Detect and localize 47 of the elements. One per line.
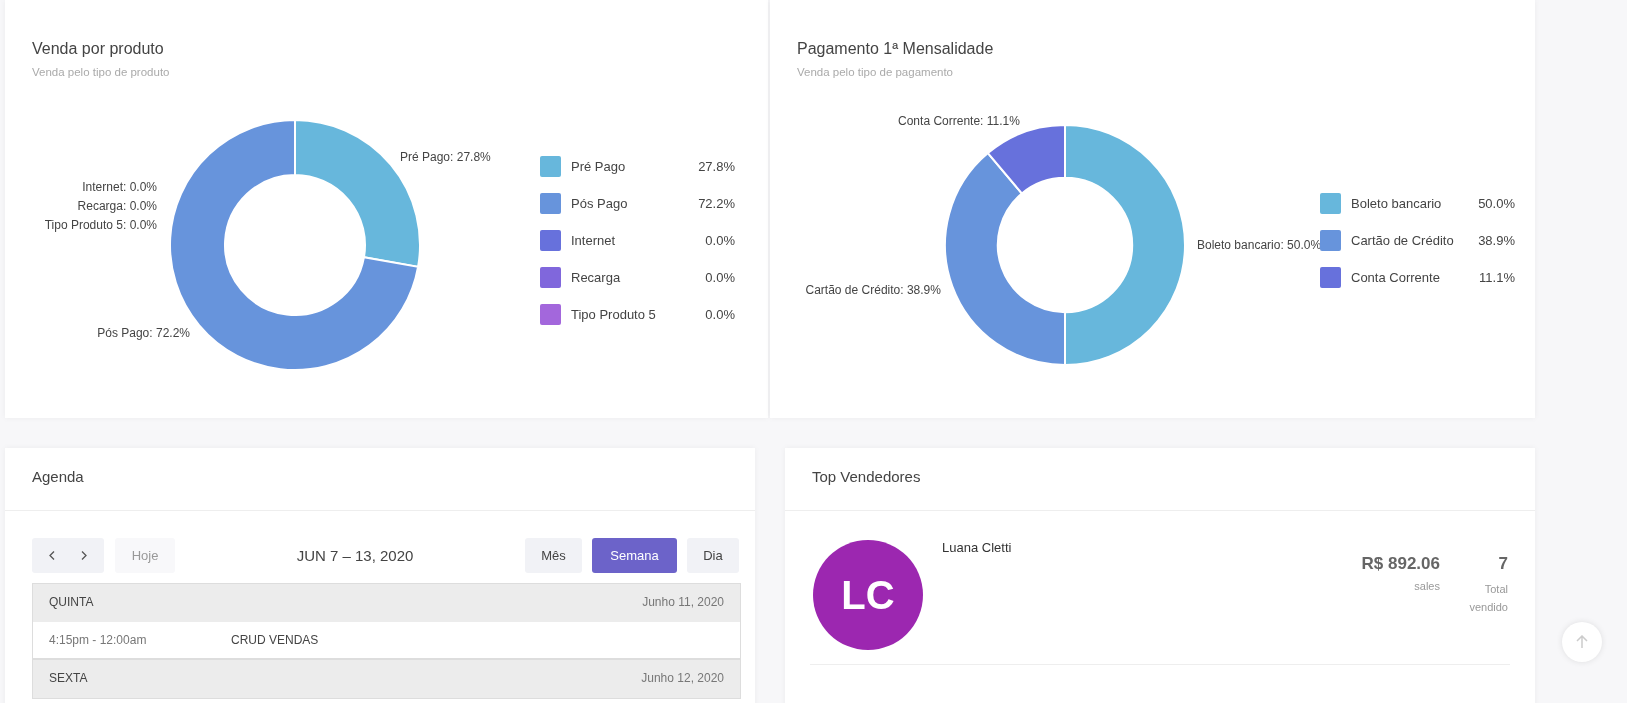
legend-label: Pré Pago xyxy=(571,158,627,174)
text: LC xyxy=(813,540,923,650)
chart-title: Venda por produto xyxy=(32,40,164,58)
data-label: 72.2% xyxy=(697,195,735,211)
legend-label: Boleto bancario xyxy=(1351,195,1443,211)
legend-label: Tipo Produto 5 xyxy=(571,306,657,322)
data-label: 11.1% xyxy=(1478,269,1515,285)
legend-label: Cartão de Crédito xyxy=(1351,232,1455,248)
text: Agenda xyxy=(32,468,84,485)
legend-label: Conta Corrente xyxy=(1351,269,1441,285)
text: 0.0% xyxy=(705,306,735,322)
text: Junho 11, 2020 xyxy=(642,595,724,609)
text: Boleto bancario: 50.0% xyxy=(1197,238,1322,252)
chart-subtitle: Venda pelo tipo de pagamento xyxy=(797,66,954,78)
text: sales xyxy=(1414,580,1440,592)
legend-label: Recarga xyxy=(571,269,622,285)
text: JUN 7 – 13, 2020 xyxy=(295,546,415,566)
text: 4:15pm - 12:00am xyxy=(49,633,147,647)
text: Total vendido xyxy=(1468,582,1508,615)
text: SEXTA xyxy=(49,671,88,685)
text: 0.0% xyxy=(705,269,735,285)
text: Luana Cletti xyxy=(942,540,1012,555)
text: Tipo Produto 5: 0.0% xyxy=(44,218,158,232)
text: Pós Pago: 72.2% xyxy=(97,325,191,340)
chart-subtitle: Venda pelo tipo de produto xyxy=(32,66,170,78)
text: Pré Pago: 27.8% xyxy=(400,150,492,165)
text: R$ 892.06 xyxy=(1361,554,1440,574)
data-label: 27.8% xyxy=(697,158,735,174)
text: Semana xyxy=(592,538,677,573)
text: Dia xyxy=(687,538,739,573)
text: 0.0% xyxy=(705,232,735,248)
data-label: 38.9% xyxy=(1477,232,1515,248)
text: Hoje xyxy=(115,538,175,573)
text: CRUD VENDAS xyxy=(231,633,319,647)
text: Conta Corrente: 11.1% xyxy=(898,113,1021,128)
text: 7 xyxy=(1498,554,1508,574)
data-label: 50.0% xyxy=(1477,195,1515,211)
text: Cartão de Crédito: 38.9% xyxy=(805,283,942,298)
text: QUINTA xyxy=(49,595,94,609)
text: Mês xyxy=(525,538,582,573)
text: Internet: 0.0% xyxy=(82,180,158,194)
legend-label: Internet xyxy=(571,232,617,248)
text: Recarga: 0.0% xyxy=(77,199,158,213)
text: Top Vendedores xyxy=(812,468,921,485)
legend-label: Pós Pago xyxy=(571,195,629,211)
chart-title: Pagamento 1ª Mensalidade xyxy=(797,40,994,58)
text: Junho 12, 2020 xyxy=(641,671,724,685)
